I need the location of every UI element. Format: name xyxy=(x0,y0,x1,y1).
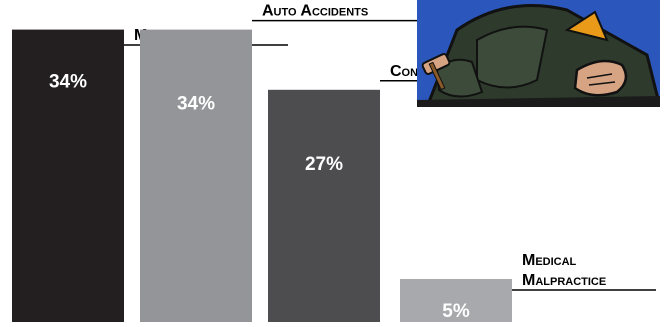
bar-0 xyxy=(12,29,124,322)
bar-value-label-1: 34% xyxy=(177,94,215,115)
bar-value-label-3: 5% xyxy=(442,301,470,322)
bar-value-label-2: 27% xyxy=(305,154,343,175)
bar-3 xyxy=(400,279,512,322)
category-label-1: Auto Accidents xyxy=(262,3,368,20)
bar-2 xyxy=(268,89,380,322)
bar-value-label-0: 34% xyxy=(49,72,87,93)
judge-illustration xyxy=(417,0,660,107)
category-label-3-line-0: Medical xyxy=(522,252,577,269)
category-label-3-line-1: Malpractice xyxy=(522,272,606,289)
bar-1 xyxy=(140,29,252,322)
judge-gavel-icon xyxy=(417,0,660,107)
